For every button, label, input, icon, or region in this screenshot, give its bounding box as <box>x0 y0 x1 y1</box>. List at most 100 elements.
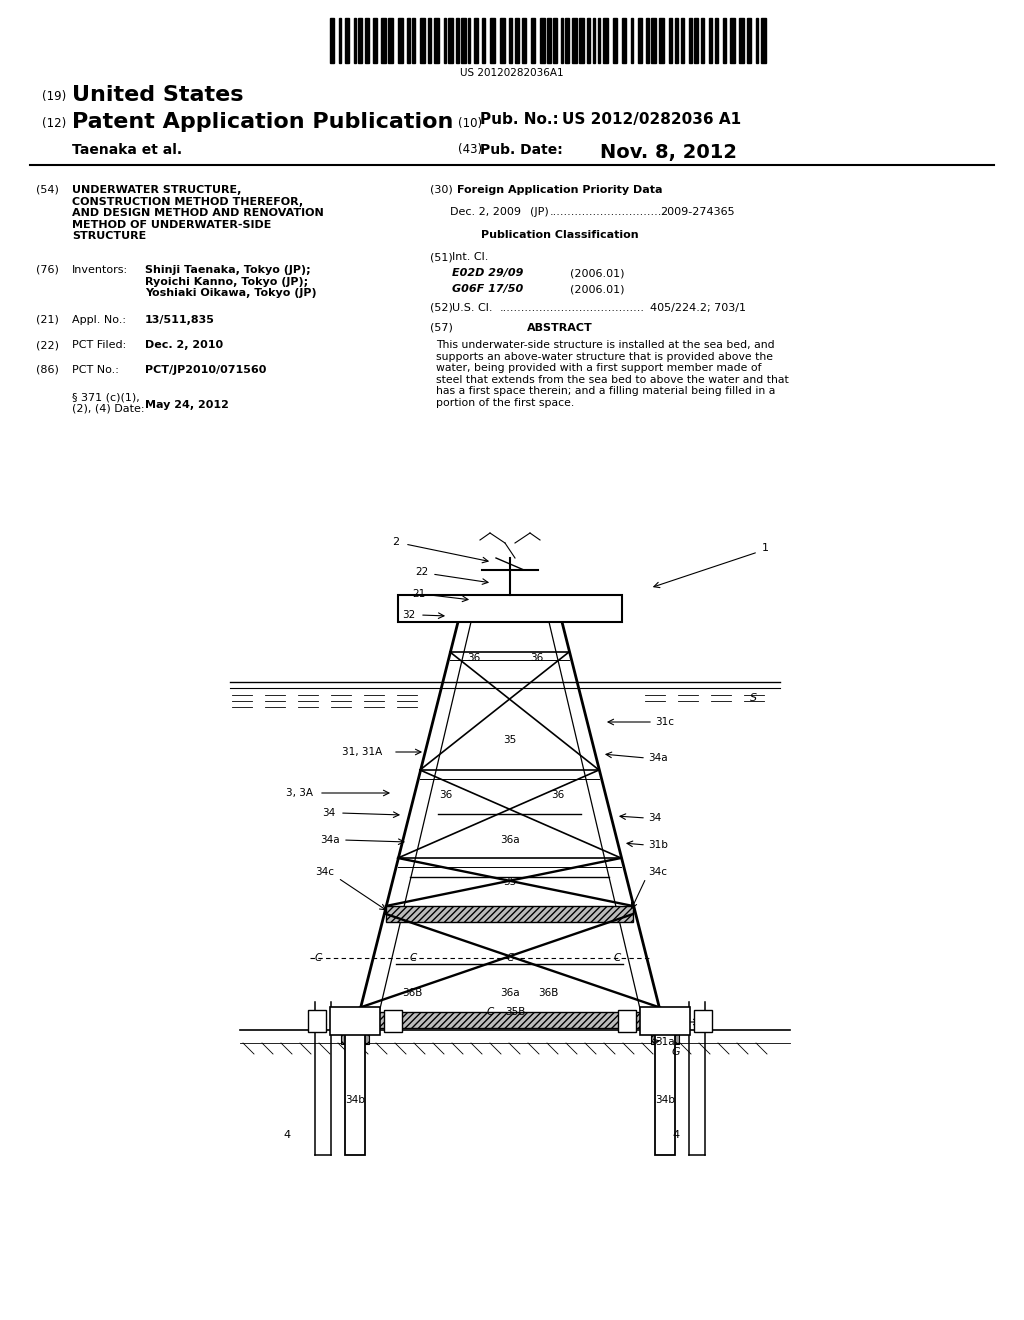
Text: 31a: 31a <box>655 1038 675 1047</box>
Bar <box>388 18 393 63</box>
Bar <box>651 18 656 63</box>
Bar <box>500 18 505 63</box>
Bar <box>553 18 557 63</box>
Bar <box>449 18 453 63</box>
Bar <box>468 18 470 63</box>
Bar <box>651 1028 679 1044</box>
Text: (10): (10) <box>458 117 482 129</box>
Text: (57): (57) <box>430 323 453 333</box>
Text: Shinji Taenaka, Tokyo (JP);
Ryoichi Kanno, Tokyo (JP);
Yoshiaki Oikawa, Tokyo (J: Shinji Taenaka, Tokyo (JP); Ryoichi Kann… <box>145 265 316 298</box>
Text: Inventors:: Inventors: <box>72 265 128 275</box>
Bar <box>398 595 622 622</box>
Bar <box>308 1010 326 1032</box>
Text: 33: 33 <box>660 1016 673 1027</box>
Bar <box>384 1010 402 1032</box>
Text: 33: 33 <box>308 1016 322 1027</box>
Text: (21): (21) <box>36 315 58 325</box>
Text: 13/511,835: 13/511,835 <box>145 315 215 325</box>
Text: 1: 1 <box>762 543 769 553</box>
Bar <box>613 18 617 63</box>
Text: Taenaka et al.: Taenaka et al. <box>72 143 182 157</box>
Text: (86): (86) <box>36 366 58 375</box>
Text: Appl. No.:: Appl. No.: <box>72 315 126 325</box>
Text: United States: United States <box>72 84 244 106</box>
Bar <box>347 1012 673 1028</box>
Bar <box>746 18 751 63</box>
Text: 31, 31A: 31, 31A <box>342 747 382 756</box>
Text: Nov. 8, 2012: Nov. 8, 2012 <box>600 143 737 162</box>
Text: US 2012/0282036 A1: US 2012/0282036 A1 <box>562 112 741 127</box>
Text: 36B: 36B <box>401 987 422 998</box>
Bar <box>756 18 758 63</box>
Text: Pub. Date:: Pub. Date: <box>480 143 563 157</box>
Text: C: C <box>410 953 417 964</box>
Bar <box>345 18 349 63</box>
Bar <box>618 1010 636 1032</box>
Bar <box>365 18 369 63</box>
Bar <box>659 18 664 63</box>
Bar <box>715 18 718 63</box>
Text: (22): (22) <box>36 341 59 350</box>
Text: E02D 29/09: E02D 29/09 <box>452 268 523 279</box>
Bar <box>339 18 341 63</box>
Bar <box>547 18 551 63</box>
Text: (12): (12) <box>42 117 67 129</box>
Bar <box>341 1028 369 1044</box>
Bar <box>694 18 698 63</box>
Bar <box>638 18 642 63</box>
Text: 36: 36 <box>551 789 564 800</box>
Text: 31b: 31b <box>648 840 668 850</box>
Bar <box>381 18 386 63</box>
Text: PCT Filed:: PCT Filed: <box>72 341 126 350</box>
Bar <box>631 18 633 63</box>
Bar <box>739 18 744 63</box>
Text: 34b: 34b <box>345 1096 365 1105</box>
Text: 4: 4 <box>283 1130 290 1140</box>
Bar <box>640 1007 690 1035</box>
Bar <box>561 18 563 63</box>
Text: (19): (19) <box>42 90 67 103</box>
Text: Pub. No.:: Pub. No.: <box>480 112 559 127</box>
Bar <box>622 18 626 63</box>
Text: (2006.01): (2006.01) <box>570 284 625 294</box>
Text: C: C <box>314 953 322 964</box>
Bar <box>398 18 403 63</box>
Bar <box>345 1026 365 1155</box>
Bar <box>761 18 766 63</box>
Bar <box>482 18 485 63</box>
Bar <box>540 18 545 63</box>
Bar <box>675 18 678 63</box>
Text: U.S. Cl.: U.S. Cl. <box>452 304 493 313</box>
Text: 35: 35 <box>504 876 517 887</box>
Text: (76): (76) <box>36 265 58 275</box>
Text: 4: 4 <box>672 1130 679 1140</box>
Text: 34a: 34a <box>648 752 668 763</box>
Text: 3, 3A: 3, 3A <box>286 788 313 799</box>
Text: 35B: 35B <box>505 1007 525 1016</box>
Bar <box>522 18 526 63</box>
Text: 35: 35 <box>504 735 517 744</box>
Bar <box>373 18 377 63</box>
Bar <box>420 18 425 63</box>
Bar <box>509 18 512 63</box>
Bar <box>515 18 519 63</box>
Bar <box>358 18 362 63</box>
Bar <box>655 1026 675 1155</box>
Text: 405/224.2; 703/1: 405/224.2; 703/1 <box>650 304 746 313</box>
Bar <box>412 18 415 63</box>
Text: S: S <box>750 693 757 704</box>
Bar <box>330 18 334 63</box>
Text: G: G <box>672 1047 681 1057</box>
Text: 34b: 34b <box>655 1096 675 1105</box>
Text: (2006.01): (2006.01) <box>570 268 625 279</box>
Text: May 24, 2012: May 24, 2012 <box>145 400 229 411</box>
Bar <box>330 1007 380 1035</box>
Text: 34c: 34c <box>315 867 334 876</box>
Text: ........................................: ........................................ <box>500 304 645 313</box>
Text: ...............................: ............................... <box>550 207 663 216</box>
Bar <box>428 18 431 63</box>
Bar <box>598 18 600 63</box>
Bar <box>531 18 535 63</box>
Text: § 371 (c)(1),
(2), (4) Date:: § 371 (c)(1), (2), (4) Date: <box>72 392 144 413</box>
Text: Publication Classification: Publication Classification <box>481 230 639 240</box>
